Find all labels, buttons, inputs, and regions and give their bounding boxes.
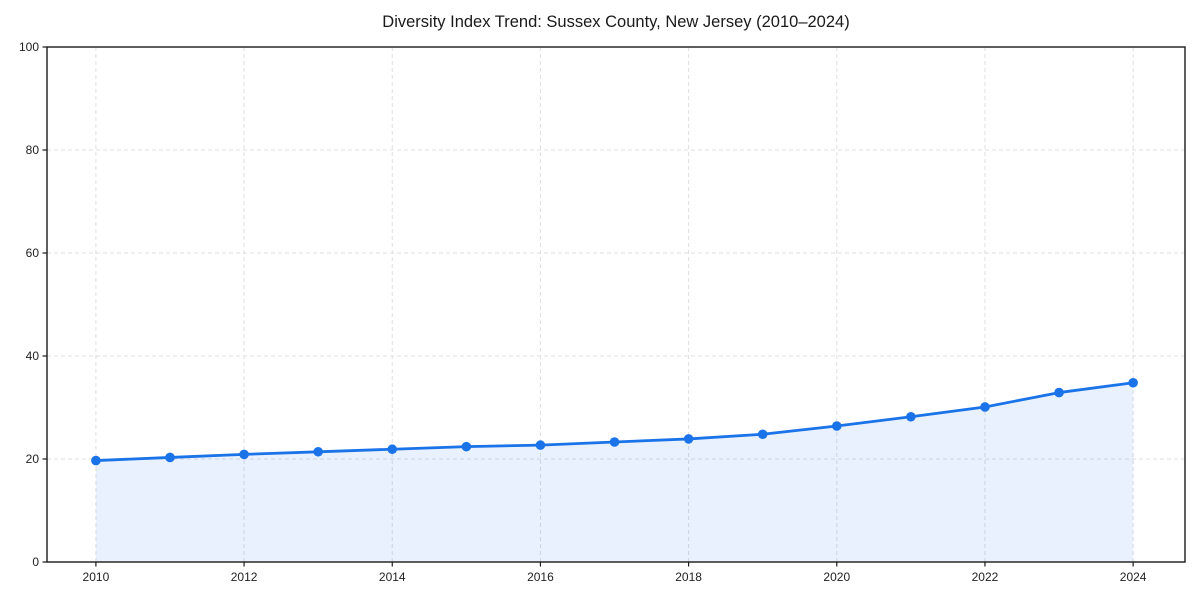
x-tick-label: 2016 [527, 570, 554, 584]
data-point [906, 411, 916, 422]
x-tick-label: 2010 [83, 570, 110, 584]
chart-title: Diversity Index Trend: Sussex County, Ne… [382, 13, 849, 31]
plot-border [46, 46, 1186, 563]
data-point [313, 446, 323, 457]
y-tick-label: 80 [26, 143, 40, 157]
y-tick-label: 20 [26, 452, 40, 466]
area-fill [95, 382, 1134, 562]
data-point [165, 452, 175, 463]
x-tick-label: 2014 [379, 570, 406, 584]
data-point [980, 402, 990, 412]
x-tick-label: 2020 [823, 570, 850, 584]
plot-area: 2010 2012 2014 2016 2018 2020 2022 2024 0 20 40 60 8… [19, 40, 1186, 584]
data-point [461, 441, 472, 452]
y-tick-label: 0 [32, 555, 39, 569]
x-tick-label: 2012 [231, 570, 258, 584]
data-point [387, 444, 398, 455]
data-point [535, 440, 546, 450]
data-point [1128, 377, 1138, 388]
data-point [91, 455, 101, 466]
data-point [683, 434, 694, 444]
x-tick-label: 2018 [675, 570, 702, 584]
x-tick-label: 2024 [1120, 570, 1147, 584]
y-tick-label: 60 [26, 246, 40, 260]
data-point [609, 437, 620, 447]
data-point [1054, 387, 1064, 398]
data-point [239, 449, 249, 460]
x-tick-label: 2022 [972, 570, 999, 584]
data-point [831, 421, 842, 431]
y-tick-label: 40 [26, 349, 40, 363]
y-tick-label: 100 [19, 40, 39, 54]
data-point [757, 429, 768, 440]
